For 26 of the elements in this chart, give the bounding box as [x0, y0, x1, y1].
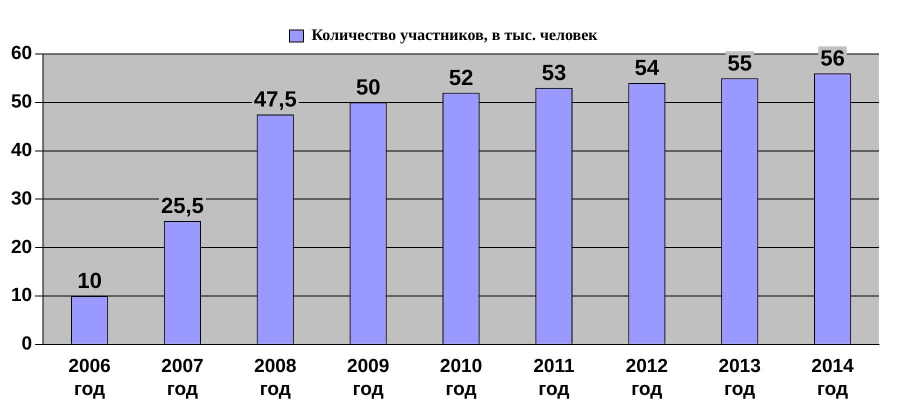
y-tick-label: 60	[10, 43, 32, 64]
legend-label: Количество участников, в тыс. человек	[311, 27, 598, 44]
x-tick-label: 2013 год	[718, 356, 761, 400]
x-tick-label: 2008 год	[254, 356, 296, 400]
x-tick-label: 2009 год	[347, 356, 390, 400]
y-tick-label: 10	[10, 285, 32, 306]
x-tick-label: 2007 год	[161, 356, 204, 400]
data-label: 55	[727, 50, 752, 76]
x-tick-label: 2012 год	[626, 356, 668, 400]
x-tick-label: 2010 год	[440, 356, 482, 400]
data-label: 47,5	[254, 86, 297, 112]
x-tick-label: 2014 год	[811, 356, 854, 400]
x-tick-label: 2011 год	[533, 356, 575, 400]
y-tick-label: 30	[10, 188, 32, 210]
y-tick-label: 20	[10, 236, 32, 258]
x-tick-label: 2006 год	[68, 356, 111, 400]
data-label: 56	[820, 45, 845, 70]
y-tick-label: 40	[10, 140, 32, 162]
y-tick-label: 50	[10, 92, 32, 113]
data-label: 50	[356, 74, 380, 100]
data-label: 52	[448, 64, 474, 90]
data-label: 25,5	[161, 193, 204, 218]
y-tick-label: 0	[22, 334, 32, 355]
data-label: 10	[77, 268, 102, 294]
data-label: 54	[634, 55, 660, 80]
data-label: 53	[542, 60, 566, 85]
